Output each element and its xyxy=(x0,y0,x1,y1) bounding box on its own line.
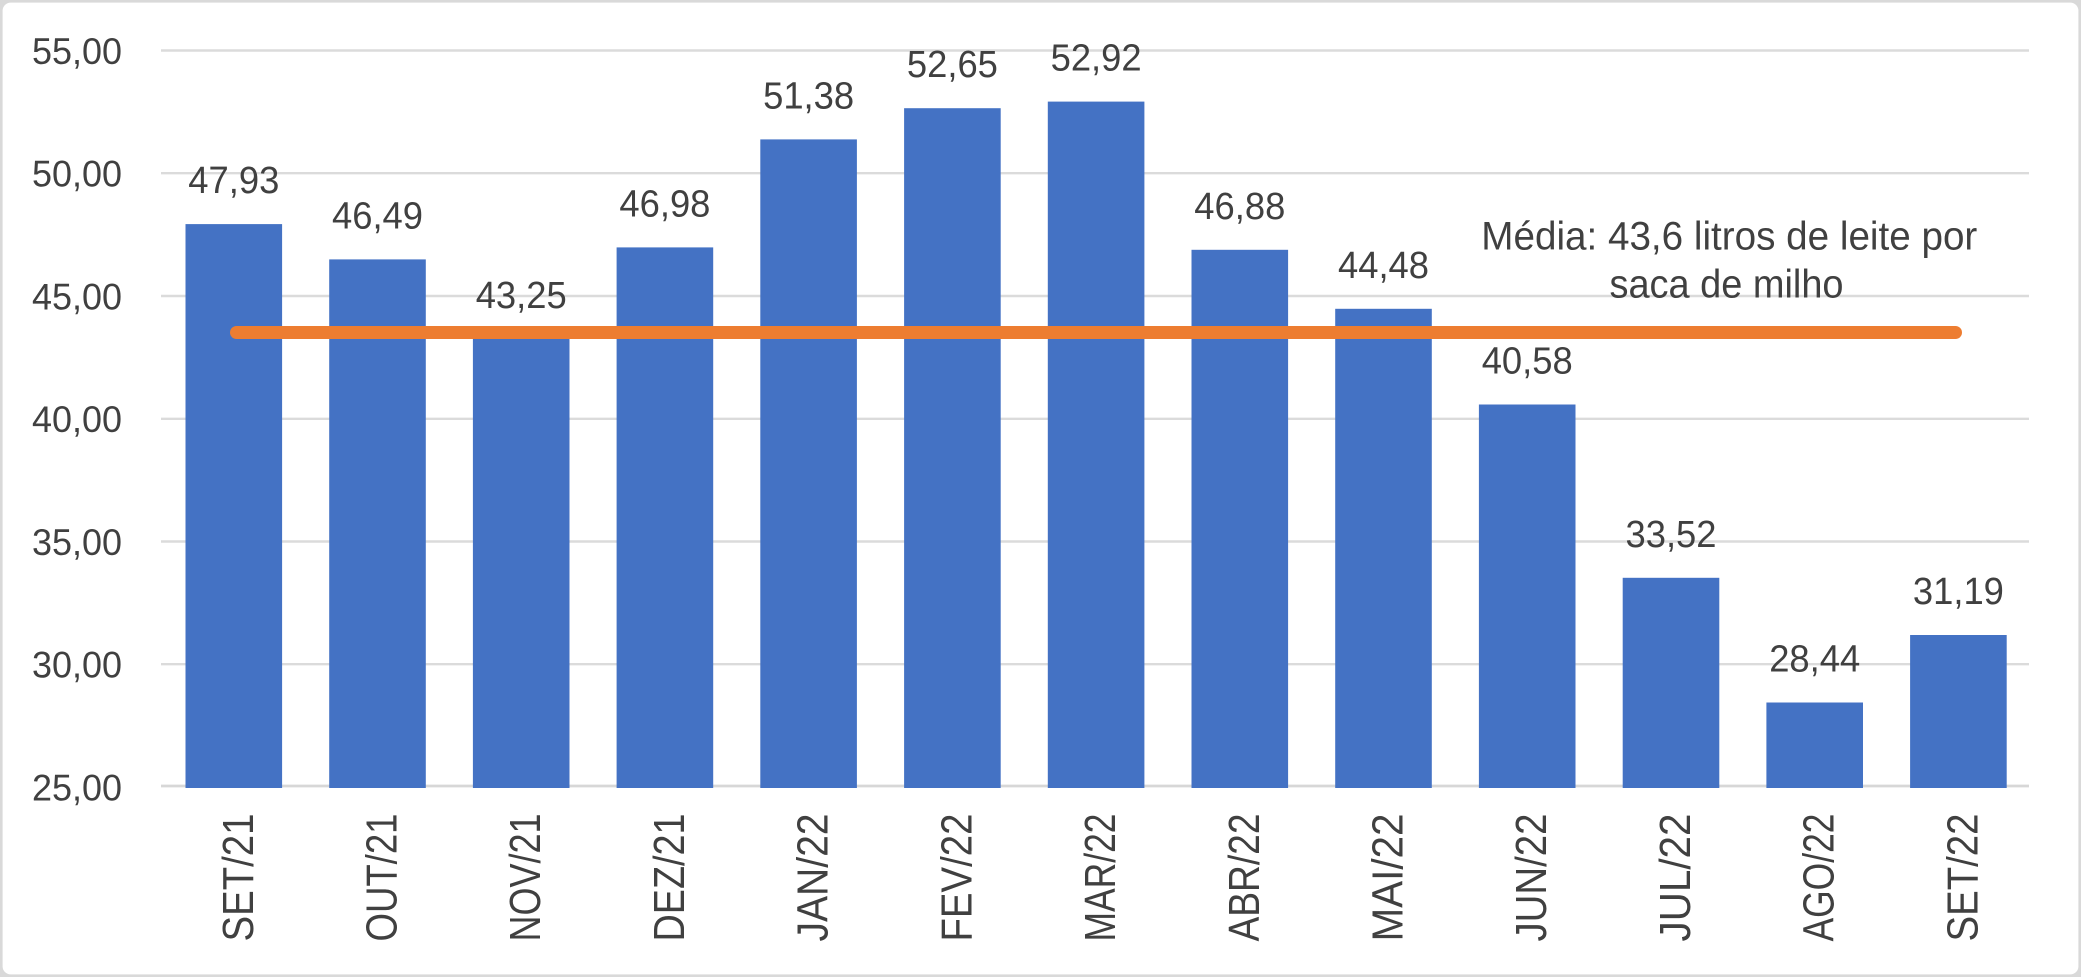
svg-text:51,38: 51,38 xyxy=(763,75,854,117)
svg-text:35,00: 35,00 xyxy=(32,522,122,563)
svg-text:SET/21: SET/21 xyxy=(214,814,263,942)
svg-text:OUT/21: OUT/21 xyxy=(358,814,407,942)
svg-text:MAR/22: MAR/22 xyxy=(1076,814,1125,942)
svg-text:46,49: 46,49 xyxy=(332,195,423,237)
svg-text:46,88: 46,88 xyxy=(1194,186,1285,228)
svg-text:DEZ/21: DEZ/21 xyxy=(645,814,694,942)
svg-text:SET/22: SET/22 xyxy=(1938,813,1987,941)
svg-text:30,00: 30,00 xyxy=(32,645,122,686)
svg-text:25,00: 25,00 xyxy=(32,767,122,808)
svg-text:46,98: 46,98 xyxy=(619,183,710,225)
svg-text:ABR/22: ABR/22 xyxy=(1220,814,1269,942)
svg-text:28,44: 28,44 xyxy=(1769,639,1860,681)
svg-text:Média: 43,6 litros de leite po: Média: 43,6 litros de leite por xyxy=(1481,215,1977,259)
svg-text:47,93: 47,93 xyxy=(188,160,279,202)
svg-text:MAI/22: MAI/22 xyxy=(1364,814,1413,942)
svg-text:52,65: 52,65 xyxy=(907,44,998,86)
svg-text:saca de milho: saca de milho xyxy=(1610,263,1844,307)
svg-text:40,00: 40,00 xyxy=(32,399,122,440)
svg-text:40,58: 40,58 xyxy=(1482,341,1573,383)
svg-text:52,92: 52,92 xyxy=(1051,38,1142,80)
svg-text:55,00: 55,00 xyxy=(32,31,122,72)
svg-text:33,52: 33,52 xyxy=(1626,514,1717,556)
svg-text:FEV/22: FEV/22 xyxy=(932,814,981,942)
svg-text:JUN/22: JUN/22 xyxy=(1507,814,1556,942)
svg-text:45,00: 45,00 xyxy=(32,276,122,317)
svg-text:43,25: 43,25 xyxy=(476,275,567,317)
svg-text:JUL/22: JUL/22 xyxy=(1651,814,1700,942)
svg-text:NOV/21: NOV/21 xyxy=(501,814,550,942)
svg-text:50,00: 50,00 xyxy=(32,154,122,195)
svg-text:JAN/22: JAN/22 xyxy=(789,814,838,942)
svg-text:AGO/22: AGO/22 xyxy=(1795,814,1844,942)
svg-text:31,19: 31,19 xyxy=(1913,571,2004,613)
svg-text:44,48: 44,48 xyxy=(1338,245,1429,287)
